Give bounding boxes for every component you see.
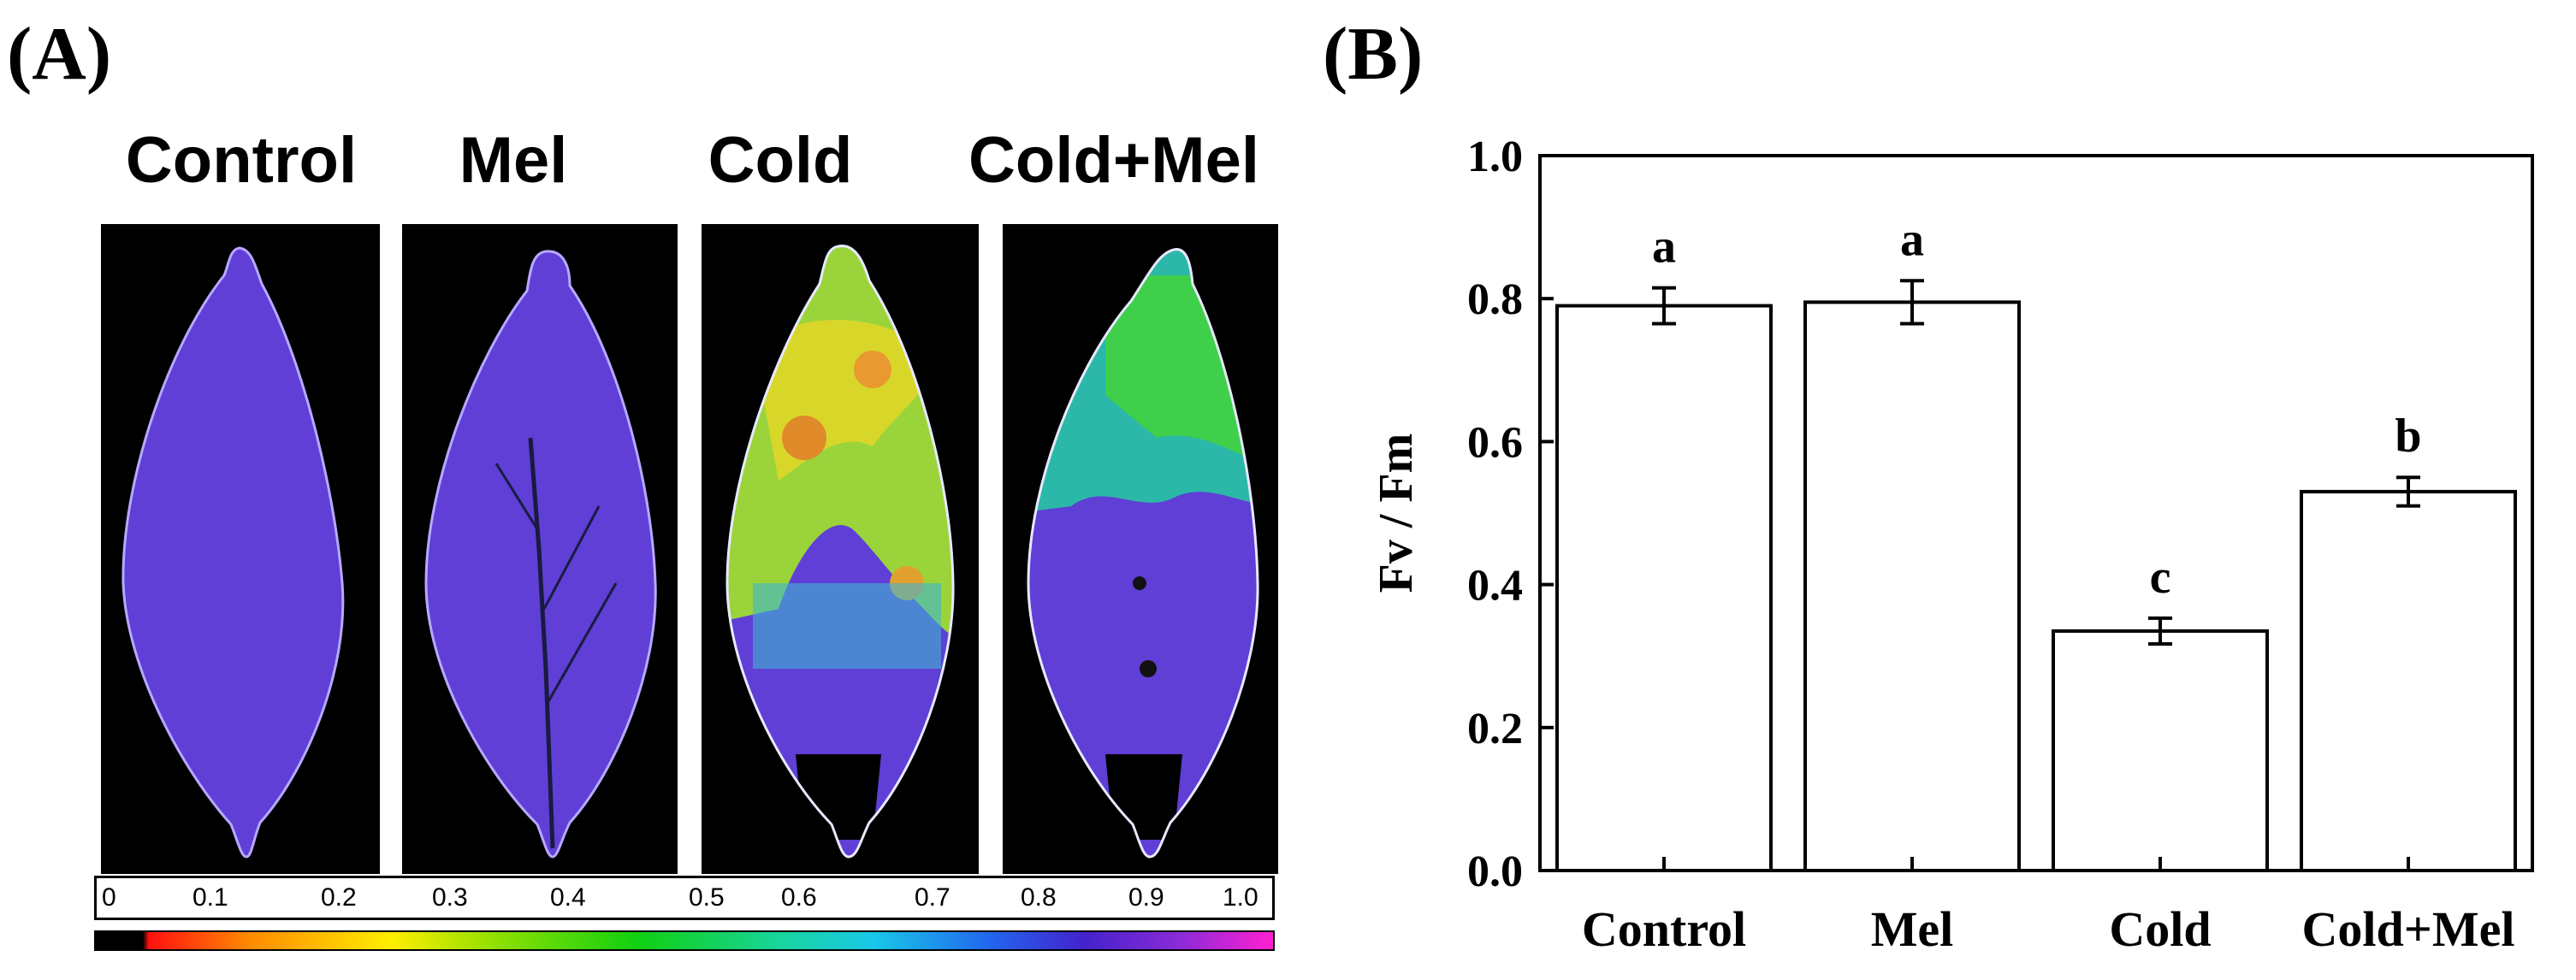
y-tick-label: 0.2 [1467, 705, 1523, 753]
color-scale-gradient [94, 930, 1275, 951]
y-tick-label: 0.4 [1467, 562, 1523, 611]
scale-tick: 0 [102, 883, 116, 912]
plot-frame [1538, 154, 2534, 872]
leaf-title-cold: Cold [708, 124, 853, 197]
significance-letter: a [1652, 221, 1676, 274]
scale-tick: 0.1 [192, 883, 228, 912]
scale-tick: 0.4 [550, 883, 586, 912]
scale-tick: 0.6 [781, 883, 817, 912]
bar-mel [1803, 300, 2021, 872]
scale-tick: 0.9 [1128, 883, 1164, 912]
scale-tick: 0.8 [1021, 883, 1057, 912]
significance-letter: b [2395, 410, 2421, 463]
y-tick-label: 0.6 [1467, 418, 1523, 467]
leaf-title-control: Control [125, 124, 358, 197]
significance-letter: a [1900, 213, 1924, 266]
y-axis-label: Fv / Fm [1370, 434, 1423, 593]
scale-tick: 0.5 [689, 883, 725, 912]
scale-tick: 0.2 [321, 883, 357, 912]
y-tick-label: 0.8 [1467, 275, 1523, 324]
x-tick-label: Control [1582, 901, 1746, 957]
leaf-title-cold-mel: Cold+Mel [968, 124, 1259, 197]
plot-area: 0.0 0.2 0.4 0.6 0.8 1.0 a Control a Mel c Cold b Cold… [1467, 133, 2534, 957]
panel-b-label: (B) [1323, 13, 1424, 96]
fv-fm-bar-chart: Fv / Fm 0.0 0.2 0.4 0.6 0.8 1.0 a Control a Mel c C… [1370, 133, 2534, 957]
bar-control [1555, 304, 1773, 872]
scale-tick: 1.0 [1223, 883, 1258, 912]
y-tick-label: 1.0 [1467, 133, 1523, 181]
color-scale-labels: 0 0.1 0.2 0.3 0.4 0.5 0.6 0.7 0.8 0.9 1.… [94, 876, 1275, 920]
significance-letter: c [2150, 551, 2171, 604]
panel-a-label: (A) [7, 13, 112, 96]
x-tick-label: Cold [2109, 901, 2211, 957]
scale-tick: 0.3 [432, 883, 468, 912]
leaf-image-cold-mel [1003, 224, 1278, 874]
leaf-image-cold [702, 224, 979, 874]
bar-cold-mel [2300, 489, 2517, 872]
x-tick-label: Cold+Mel [2302, 901, 2515, 957]
y-tick-label: 0.0 [1467, 847, 1523, 896]
leaf-title-mel: Mel [459, 124, 568, 197]
x-tick-label: Mel [1871, 901, 1954, 957]
bar-cold [2052, 629, 2269, 872]
scale-tick: 0.7 [915, 883, 950, 912]
leaf-image-control [101, 224, 380, 874]
leaf-image-mel [402, 224, 678, 874]
